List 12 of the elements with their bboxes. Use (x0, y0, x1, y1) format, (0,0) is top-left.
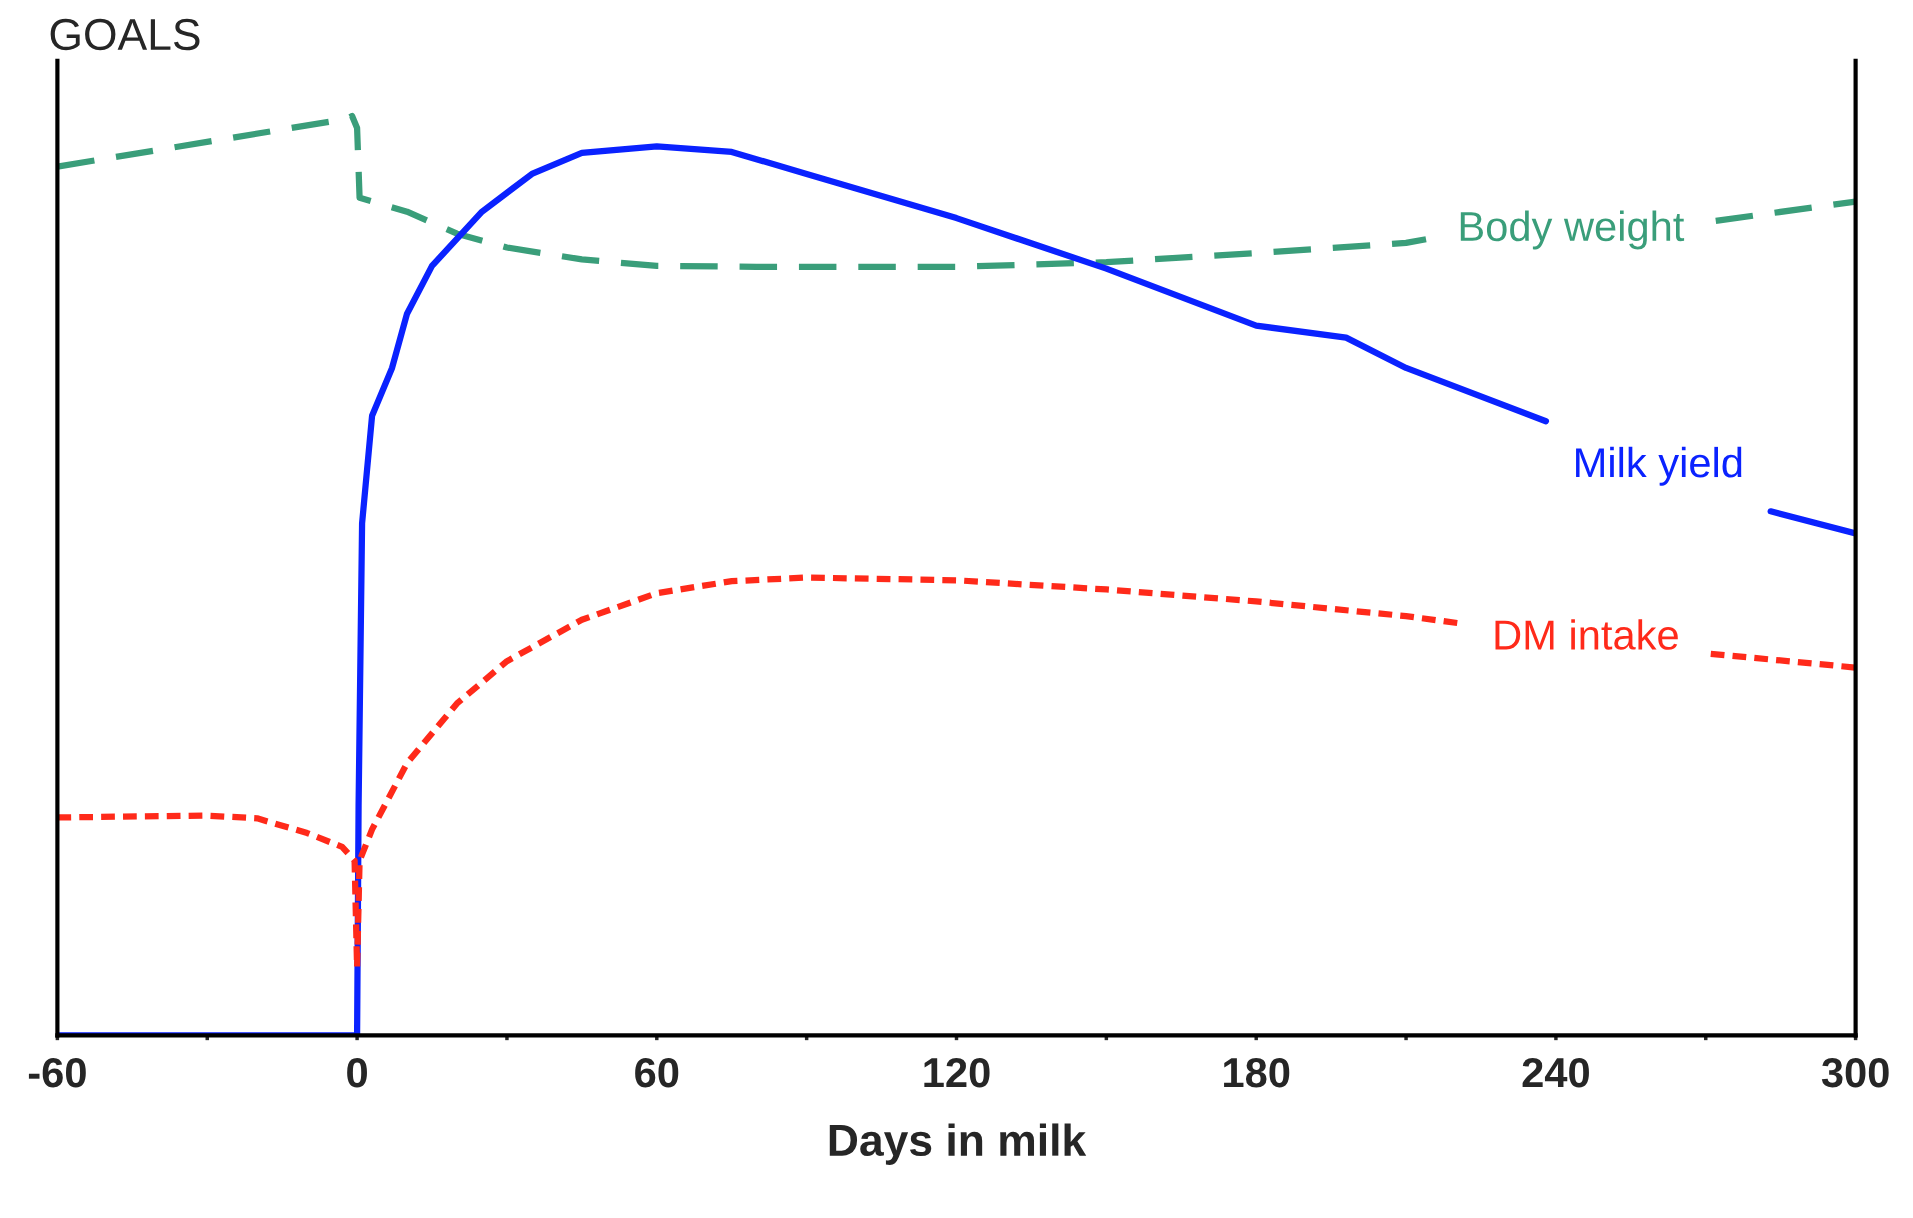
x-tick-label: -60 (28, 1057, 86, 1088)
x-tick-label: 0 (347, 1057, 367, 1088)
x-tick-label: 300 (1821, 1057, 1889, 1088)
series-label: Milk yield (1576, 446, 1742, 486)
x-axis-title: Days in milk (829, 1123, 1087, 1165)
x-tick-label: 120 (924, 1057, 990, 1088)
x-tick-label: 180 (1224, 1057, 1290, 1088)
x-tick-label: 60 (635, 1057, 679, 1088)
chart-title: GOALS (50, 18, 200, 51)
x-tick-label: 240 (1522, 1057, 1589, 1088)
series-label: Body weight (1460, 210, 1685, 250)
series-label: DM intake (1495, 619, 1678, 650)
